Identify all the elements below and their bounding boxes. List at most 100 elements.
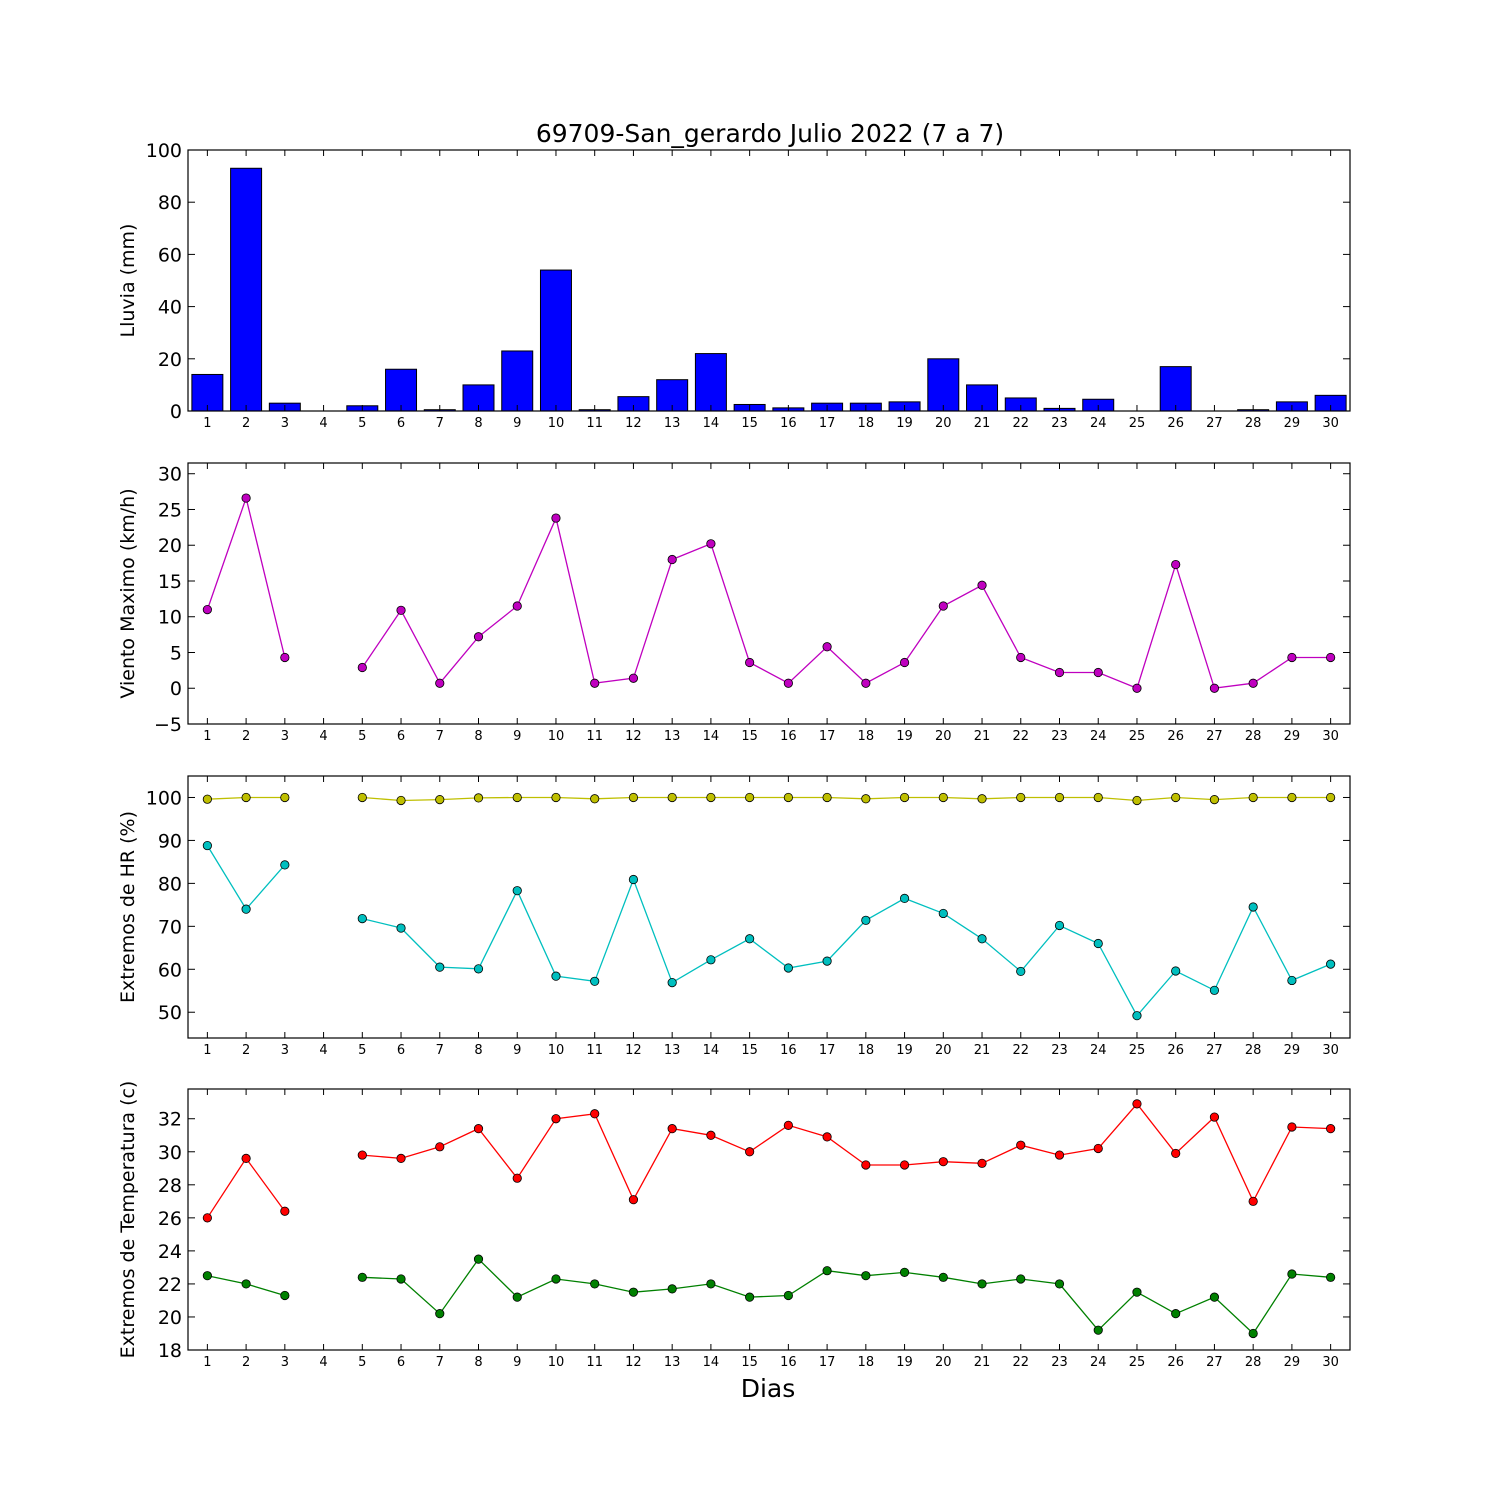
hr-x-tick-label: 6: [397, 1043, 405, 1058]
hr-x-tick-label: 4: [319, 1043, 327, 1058]
rain-y-tick-label: 100: [146, 140, 182, 162]
hr-point: [822, 956, 832, 966]
temp-point: [435, 1142, 445, 1152]
wind-x-tick-label: 21: [974, 729, 991, 744]
hr-point: [1132, 1011, 1142, 1021]
wind-y-tick-label: 25: [158, 499, 182, 521]
hr-point: [628, 792, 639, 803]
wind-x-tick-label: 9: [513, 729, 521, 744]
hr-y-tick-label: 70: [158, 916, 182, 938]
hr-point: [667, 977, 677, 988]
hr-point: [1171, 792, 1181, 803]
rain-y-axis-label: Lluvia (mm): [117, 224, 139, 338]
temp-y-tick-label: 26: [158, 1208, 182, 1230]
temp-point: [551, 1274, 561, 1284]
hr-x-tick-label: 18: [858, 1043, 875, 1058]
rain-y-tick-label: 40: [158, 297, 182, 319]
temp-point: [512, 1292, 522, 1302]
temp-y-tick-label: 18: [158, 1340, 182, 1362]
rain-x-tick-label: 24: [1090, 416, 1107, 431]
temp-point: [667, 1284, 677, 1294]
temp-point: [551, 1114, 561, 1124]
hr-point: [783, 963, 793, 973]
hr-point: [1248, 792, 1258, 803]
hr-point: [1209, 795, 1220, 805]
wind-x-tick-label: 26: [1167, 729, 1184, 744]
wind-x-tick-label: 4: [319, 729, 327, 744]
hr-point: [202, 840, 212, 851]
hr-x-tick-label: 19: [896, 1043, 913, 1058]
rain-y-tick-label: 80: [158, 192, 182, 214]
hr-point: [396, 923, 406, 933]
hr-x-tick-label: 12: [625, 1043, 642, 1058]
hr-point: [280, 792, 290, 803]
temp-point: [783, 1120, 793, 1130]
rain-y-tick-label: 20: [158, 349, 182, 371]
temp-x-tick-label: 3: [281, 1355, 289, 1370]
hr-y-tick-label: 50: [158, 1002, 182, 1024]
wind-point: [861, 678, 871, 688]
temp-point: [280, 1290, 290, 1301]
hr-point: [1093, 938, 1103, 949]
hr-point: [706, 792, 716, 803]
temp-x-tick-label: 13: [664, 1355, 681, 1370]
temp-y-tick-label: 22: [158, 1274, 182, 1296]
temp-point: [357, 1150, 367, 1160]
wind-x-tick-label: 16: [780, 729, 797, 744]
temp-point: [1093, 1325, 1103, 1335]
wind-x-tick-label: 27: [1206, 729, 1223, 744]
wind-x-tick-label: 6: [397, 729, 405, 744]
rain-bar: [385, 368, 418, 412]
hr-x-tick-label: 24: [1090, 1043, 1107, 1058]
temp-x-tick-label: 12: [625, 1355, 642, 1370]
temp-point: [1132, 1099, 1142, 1109]
hr-x-tick-label: 15: [741, 1043, 758, 1058]
rain-x-tick-label: 10: [548, 416, 565, 431]
temp-y-tick-label: 20: [158, 1307, 182, 1329]
temp-point: [861, 1271, 871, 1281]
wind-point: [435, 678, 445, 688]
hr-point: [473, 964, 484, 974]
hr-x-tick-label: 9: [513, 1043, 521, 1058]
wind-x-tick-label: 7: [436, 729, 444, 744]
rain-x-tick-label: 9: [513, 416, 521, 431]
hr-point: [977, 794, 987, 804]
wind-x-tick-label: 20: [935, 729, 952, 744]
temp-point: [241, 1279, 251, 1289]
wind-x-tick-label: 29: [1284, 729, 1301, 744]
hr-point: [551, 971, 561, 981]
hr-series-line: [206, 845, 286, 911]
wind-point: [1016, 652, 1026, 663]
temp-point: [280, 1206, 290, 1216]
wind-x-tick-label: 14: [703, 729, 720, 744]
hr-x-tick-label: 1: [203, 1043, 211, 1058]
wind-x-tick-label: 13: [664, 729, 681, 744]
rain-x-tick-label: 12: [625, 416, 642, 431]
rain-x-tick-label: 14: [703, 416, 720, 431]
hr-y-axis-label: Extremos de HR (%): [117, 811, 139, 1003]
rain-x-tick-label: 19: [896, 416, 913, 431]
hr-x-tick-label: 7: [436, 1043, 444, 1058]
rain-x-tick-label: 22: [1012, 416, 1029, 431]
temp-point: [1054, 1279, 1065, 1289]
temp-point: [357, 1272, 367, 1282]
hr-x-tick-label: 14: [703, 1043, 720, 1058]
temp-x-tick-label: 18: [858, 1355, 875, 1370]
wind-point: [822, 642, 832, 652]
hr-point: [1326, 959, 1336, 969]
temp-x-tick-label: 19: [896, 1355, 913, 1370]
chart-title: 69709-San_gerardo Julio 2022 (7 a 7): [536, 119, 1004, 148]
temp-x-tick-label: 30: [1322, 1355, 1339, 1370]
hr-x-tick-label: 30: [1322, 1043, 1339, 1058]
temp-x-tick-label: 5: [358, 1355, 366, 1370]
wind-point: [280, 652, 290, 663]
hr-point: [1248, 902, 1258, 912]
temp-x-tick-label: 14: [703, 1355, 720, 1370]
rain-x-tick-label: 25: [1129, 416, 1146, 431]
hr-point: [202, 794, 212, 804]
wind-x-tick-label: 30: [1322, 729, 1339, 744]
temp-point: [512, 1173, 522, 1183]
